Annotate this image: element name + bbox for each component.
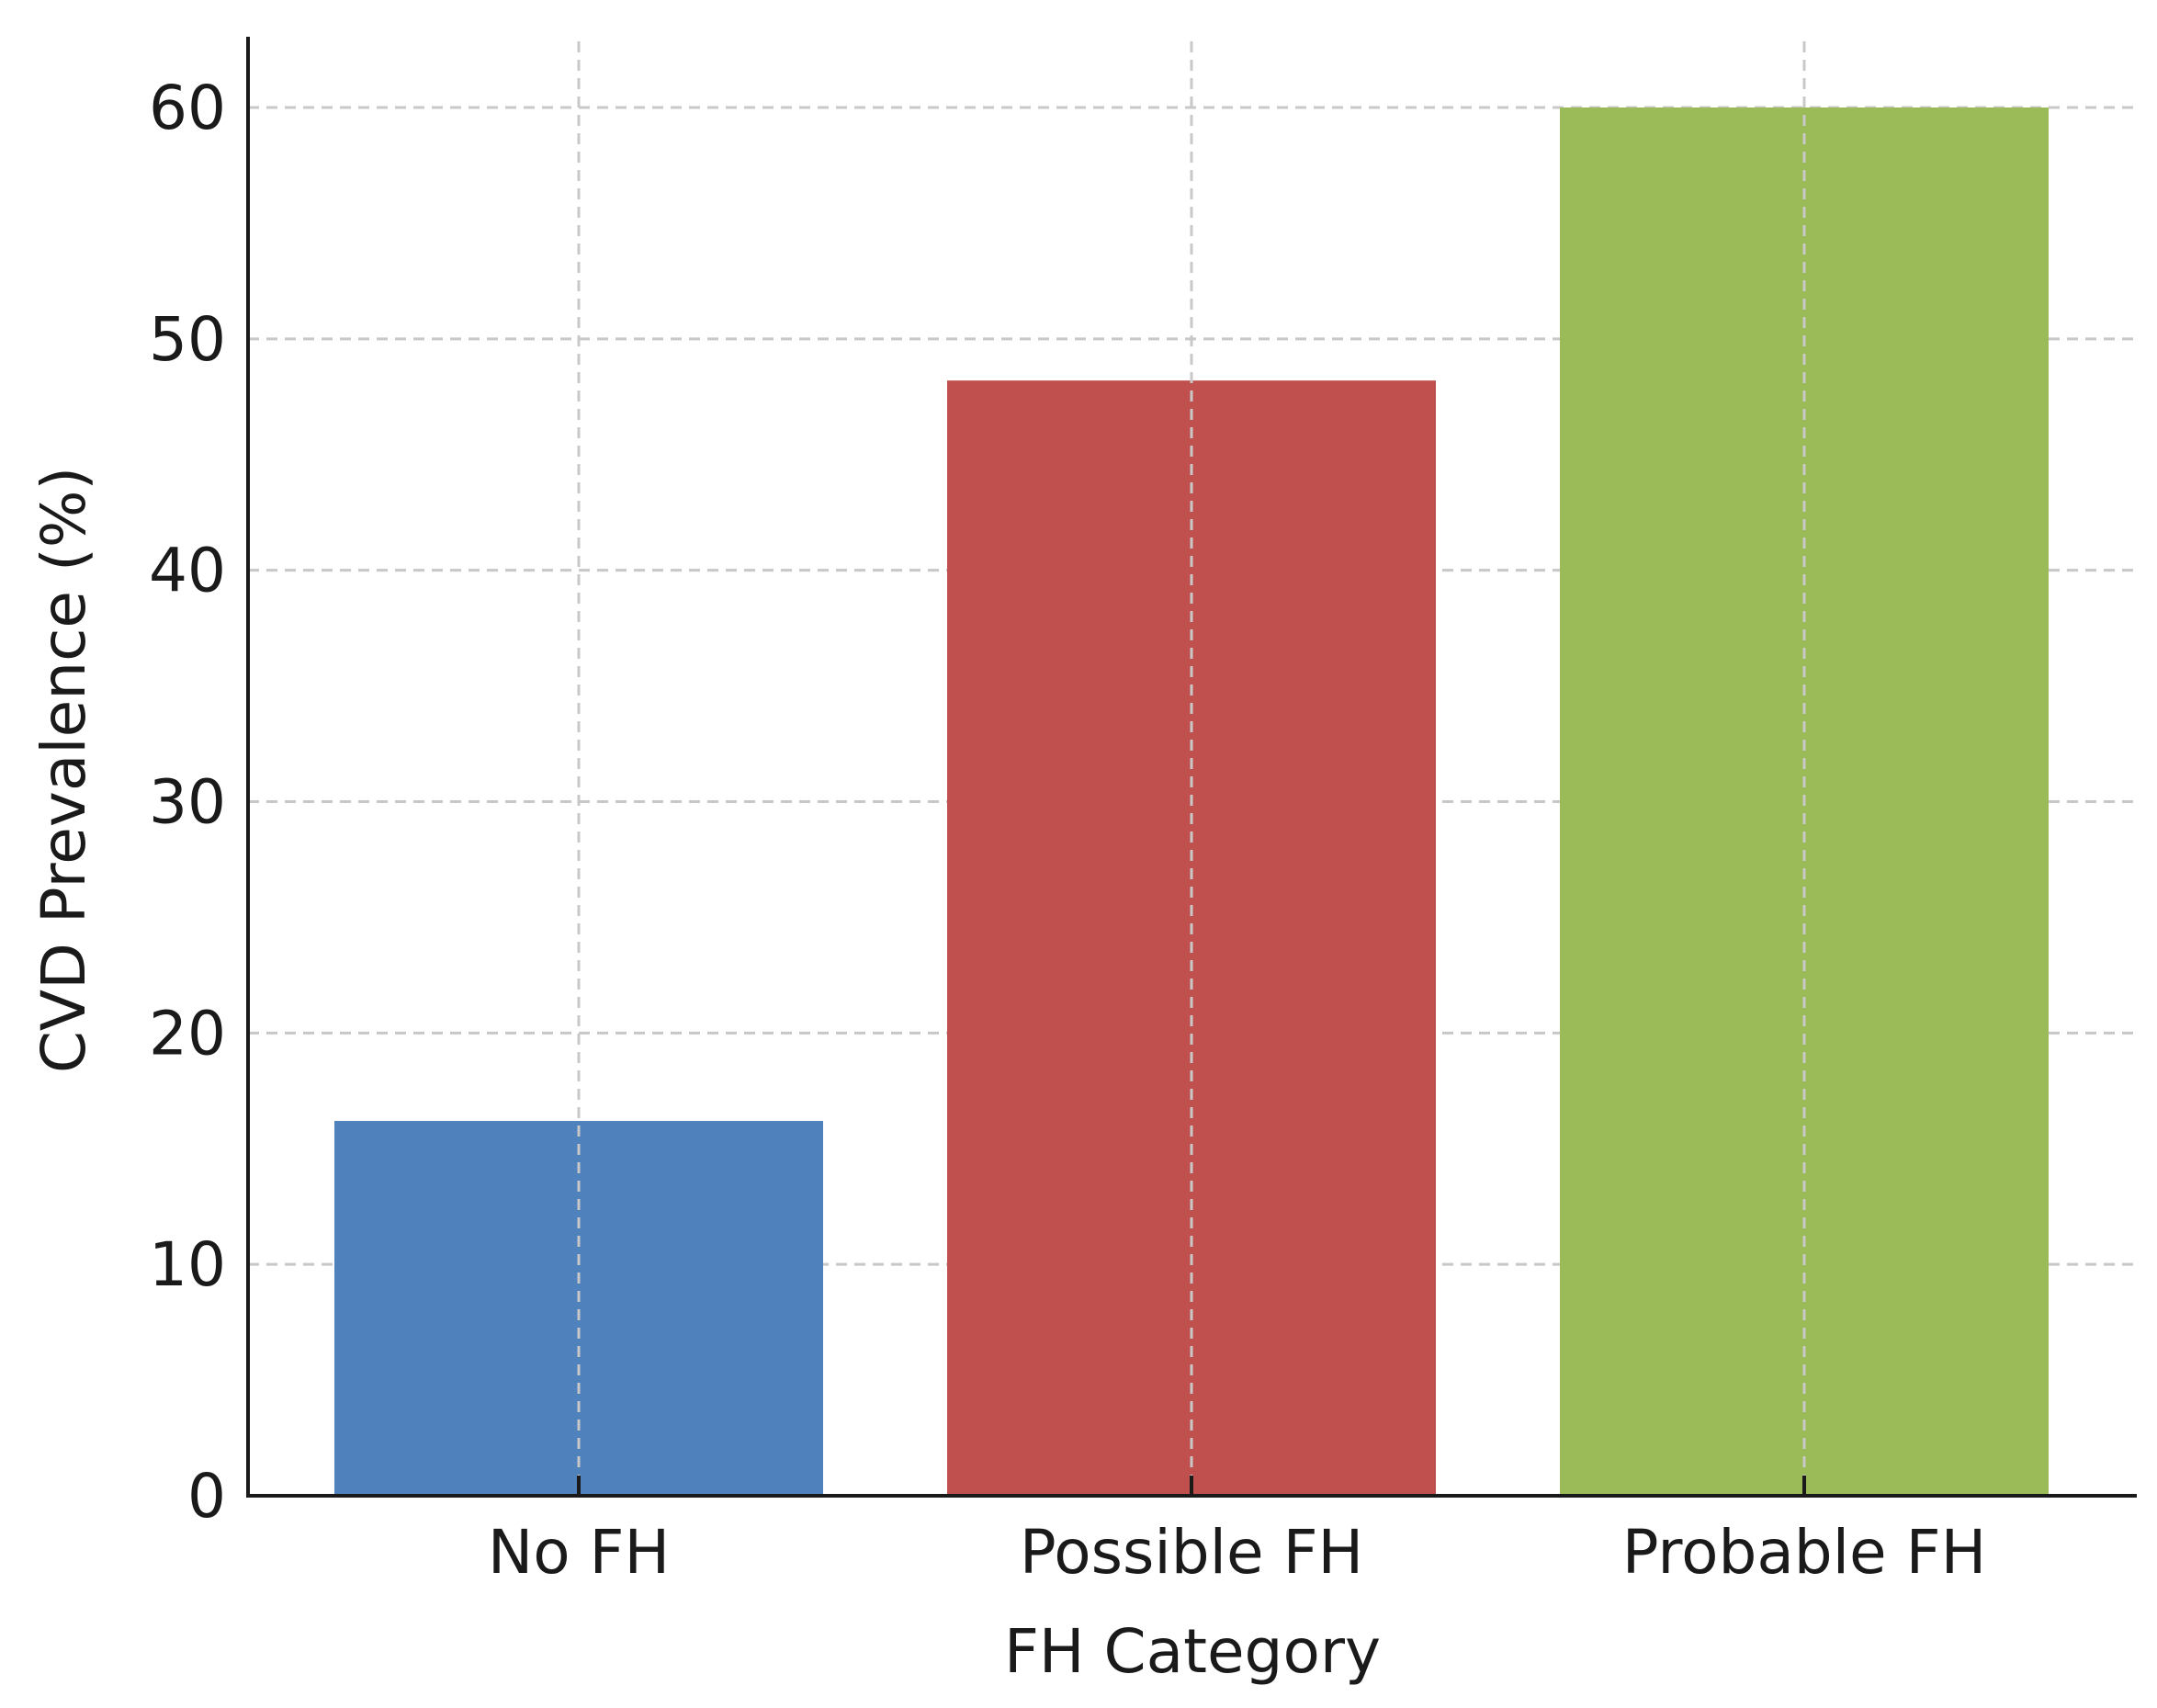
y-axis-title: CVD Prevalence (%) [28, 467, 99, 1073]
x-tick-label: Probable FH [1622, 1517, 1986, 1588]
y-tick-label: 60 [149, 73, 226, 143]
y-tick-label: 0 [187, 1461, 226, 1532]
x-tick-label: Possible FH [1020, 1517, 1363, 1588]
x-tick-label: No FH [488, 1517, 670, 1588]
y-tick-label: 30 [149, 767, 226, 838]
y-tick-label: 40 [149, 536, 226, 606]
tick-layer: 0 10 20 30 40 50 60 No FH Possible FH Probable FH [149, 73, 1986, 1588]
vertical-grid-layer [577, 41, 1806, 1496]
y-tick-label: 10 [149, 1229, 226, 1300]
x-axis-title: FH Category [1004, 1616, 1381, 1687]
y-tick-label: 20 [149, 998, 226, 1069]
y-tick-label: 50 [149, 304, 226, 375]
